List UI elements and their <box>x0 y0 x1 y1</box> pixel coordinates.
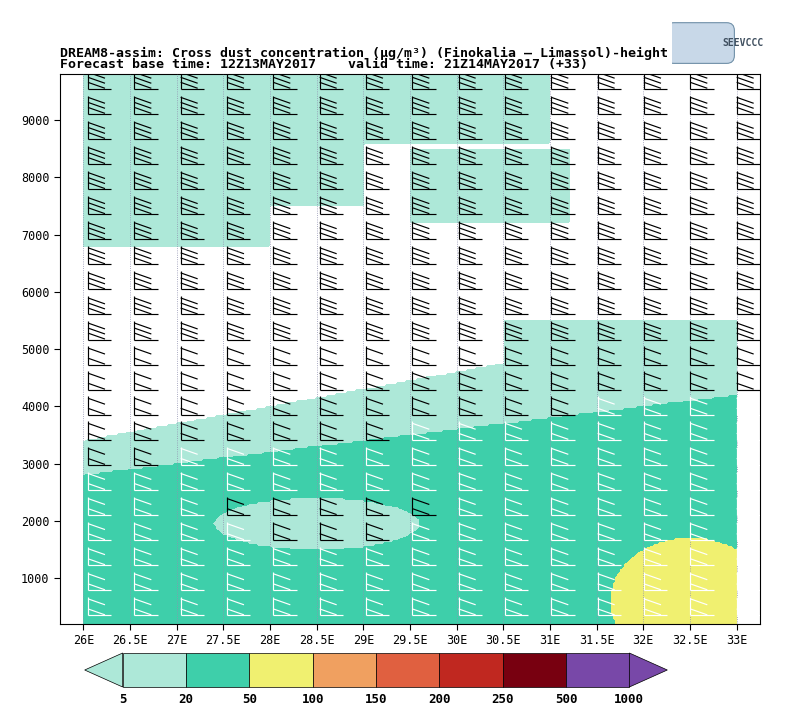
Text: 20: 20 <box>178 693 194 706</box>
Text: 200: 200 <box>428 693 450 706</box>
Text: 50: 50 <box>242 693 257 706</box>
Text: 5: 5 <box>119 693 126 706</box>
Text: 150: 150 <box>365 693 387 706</box>
Bar <box>502 653 566 687</box>
Text: 100: 100 <box>302 693 324 706</box>
Text: 1000: 1000 <box>614 693 644 706</box>
Bar <box>250 653 313 687</box>
Text: 250: 250 <box>491 693 514 706</box>
Bar <box>439 653 502 687</box>
Bar <box>122 653 186 687</box>
Polygon shape <box>85 653 122 687</box>
Bar <box>566 653 630 687</box>
Text: 500: 500 <box>554 693 578 706</box>
Bar <box>376 653 439 687</box>
Text: Forecast base time: 12Z13MAY2017    valid time: 21Z14MAY2017 (+33): Forecast base time: 12Z13MAY2017 valid t… <box>60 58 588 71</box>
FancyBboxPatch shape <box>666 23 734 63</box>
Text: DREAM8-assim: Cross dust concentration (μg/m³) (Finokalia – Limassol)-height: DREAM8-assim: Cross dust concentration (… <box>60 48 668 60</box>
Bar <box>313 653 376 687</box>
Bar <box>186 653 250 687</box>
Text: SEEVCCC: SEEVCCC <box>722 38 763 48</box>
Polygon shape <box>630 653 667 687</box>
